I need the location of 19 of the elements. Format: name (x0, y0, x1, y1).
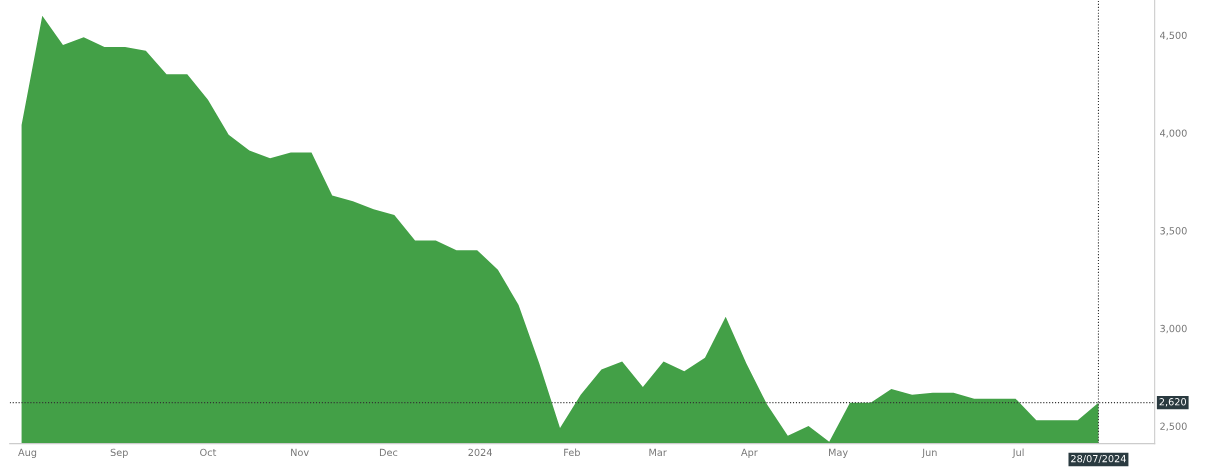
x-tick-label: Sep (110, 448, 128, 458)
ref-line-label: 2,620 (1159, 398, 1187, 407)
y-tick-label: 3,000 (1160, 324, 1187, 334)
x-tick-label: Mar (649, 448, 667, 457)
y-tick-label: 2,500 (1160, 422, 1187, 431)
x-tick-label: 2024 (468, 448, 492, 457)
x-tick-label: Oct (200, 448, 217, 457)
x-tick-label: May (829, 448, 848, 458)
y-tick-label: 4,500 (1160, 31, 1187, 41)
x-tick-label: Apr (741, 448, 758, 458)
x-tick-label: Aug (18, 448, 37, 458)
x-tick-label: Dec (379, 448, 398, 457)
y-tick-label: 3,500 (1160, 227, 1187, 236)
x-tick-label: Feb (564, 448, 580, 457)
x-tick-label: Jun (921, 448, 937, 458)
ref-line-label: 28/07/2024 (1071, 454, 1126, 464)
x-tick-label: Nov (291, 448, 309, 457)
y-tick-label: 4,000 (1160, 129, 1187, 138)
x-tick-label: Jul (1012, 448, 1024, 458)
